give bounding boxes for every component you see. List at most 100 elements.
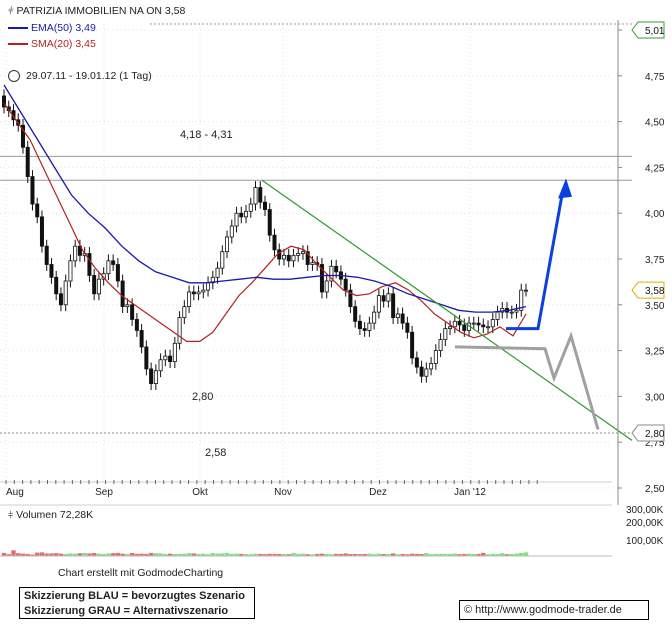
- candle-body: [87, 253, 92, 276]
- volume-bar: [400, 553, 405, 556]
- candle-body: [509, 311, 514, 314]
- sma-swatch: [8, 43, 28, 46]
- time-tick-label: Okt: [192, 487, 208, 498]
- candle-body: [220, 251, 225, 269]
- candle-body: [172, 342, 177, 362]
- volume-bar: [129, 552, 135, 556]
- candle-body: [281, 254, 286, 260]
- candle-body: [476, 322, 481, 326]
- price-badges: 5,01 3,58 2,80: [631, 21, 665, 442]
- volume-bar: [110, 553, 116, 556]
- price-badge-label: 2,80: [645, 429, 665, 440]
- volume-bar: [30, 554, 35, 556]
- price-tick-label: 4,50: [645, 118, 665, 129]
- volume-bar: [11, 550, 16, 556]
- volume-bar: [371, 554, 377, 556]
- candle-body: [35, 203, 40, 218]
- volume-bar: [186, 553, 192, 556]
- volume-bar: [16, 553, 21, 556]
- candle-body: [457, 320, 462, 326]
- candle-body: [206, 282, 211, 291]
- downtrend-line: [261, 179, 633, 441]
- volume-bar: [272, 553, 277, 556]
- candle-body: [120, 280, 125, 308]
- volume-bar: [253, 553, 258, 556]
- scenario-note-blue: Skizzierung BLAU = bevorzugtes Szenario: [24, 590, 245, 602]
- volume-bar: [96, 553, 102, 556]
- candle-body: [362, 328, 367, 331]
- volume-bar: [205, 554, 211, 556]
- resistance-label: 4,18 - 4,31: [180, 129, 233, 141]
- candle-body: [168, 355, 173, 362]
- volume-bar: [310, 554, 315, 556]
- volume-bar: [447, 553, 453, 556]
- candle-body: [452, 320, 457, 328]
- volume-bar: [25, 553, 30, 556]
- time-tick-label: Aug: [6, 487, 24, 498]
- candle-body: [115, 264, 120, 282]
- chart-title-row: ⫩ PATRIZIA IMMOBILIEN NA ON 3,58: [8, 4, 185, 18]
- volume-bar: [405, 554, 410, 556]
- volume-bars: [0, 550, 612, 557]
- candle-body: [305, 251, 310, 265]
- volume-bar: [58, 553, 64, 556]
- volume-bar: [267, 553, 272, 556]
- candle-body: [495, 311, 500, 320]
- volume-bar: [523, 552, 529, 556]
- candle-body: [201, 289, 206, 293]
- candle-body: [225, 236, 230, 253]
- volume-title: Volumen 72,28K: [16, 509, 94, 521]
- volume-title-row: ⫩ Volumen 72,28K: [8, 509, 93, 521]
- candle-body: [372, 311, 377, 324]
- sma-legend: SMA(20) 3,45: [8, 37, 96, 51]
- volume-bar: [490, 553, 495, 556]
- volume-bar: [63, 553, 68, 556]
- volume-bar: [519, 552, 524, 556]
- candle-body: [486, 326, 491, 329]
- volume-axis: 300,00K 200,00K 100,00K: [626, 505, 664, 547]
- candle-body: [334, 265, 339, 273]
- candle-body: [253, 187, 258, 205]
- candle-body: [310, 262, 315, 265]
- period-row: 29.07.11 - 19.01.12 (1 Tag): [8, 69, 152, 83]
- candle-body: [39, 216, 44, 247]
- copyright-link[interactable]: © http://www.godmode-trader.de: [464, 604, 622, 616]
- candle-body: [177, 317, 182, 344]
- candle-body: [153, 370, 158, 384]
- candle-body: [514, 309, 519, 313]
- volume-bar: [509, 553, 514, 556]
- candle-body: [20, 124, 25, 148]
- volume-icon: ⫩: [8, 510, 14, 520]
- candle-body: [405, 322, 410, 333]
- sma20-line: [3, 102, 527, 342]
- volume-bar: [39, 552, 45, 556]
- price-badge: [631, 281, 665, 299]
- volume-bar: [466, 553, 472, 556]
- candle-body: [54, 276, 59, 295]
- volume-bar: [367, 553, 372, 556]
- volume-bar: [419, 554, 424, 556]
- candle-body: [419, 366, 424, 377]
- candle-body: [319, 264, 324, 293]
- volume-bar: [481, 552, 486, 556]
- candle-body: [471, 322, 476, 325]
- candle-body: [68, 260, 73, 282]
- support-258-label: 2,58: [205, 447, 227, 459]
- candle-body: [229, 225, 234, 238]
- candle-body: [400, 313, 405, 324]
- price-tick-label: 3,75: [645, 255, 665, 266]
- candle-body: [244, 210, 249, 218]
- candle-body: [125, 304, 130, 308]
- volume-bar: [101, 553, 106, 556]
- volume-bar: [457, 554, 462, 556]
- candle-body: [481, 324, 486, 328]
- volume-bar: [54, 553, 59, 556]
- volume-bar: [177, 553, 182, 556]
- candle-body: [277, 249, 282, 260]
- copyright-box[interactable]: © http://www.godmode-trader.de: [459, 600, 649, 620]
- volume-bar: [167, 553, 173, 556]
- candle-body: [49, 264, 54, 278]
- volume-bar: [438, 553, 443, 556]
- volume-bar: [485, 554, 491, 556]
- ema-legend-label: EMA(50) 3,49: [31, 22, 96, 34]
